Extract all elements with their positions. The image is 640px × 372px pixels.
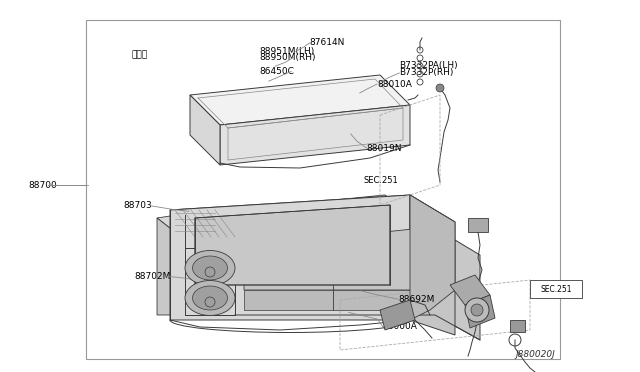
Polygon shape <box>157 218 202 315</box>
Polygon shape <box>157 213 235 253</box>
Text: SEC.251: SEC.251 <box>540 285 572 295</box>
Polygon shape <box>200 201 422 247</box>
Polygon shape <box>170 195 455 237</box>
Text: 88702M: 88702M <box>134 272 171 280</box>
Text: B7332PA(LH): B7332PA(LH) <box>399 61 458 70</box>
Text: 88692M: 88692M <box>398 295 435 304</box>
Circle shape <box>471 304 483 316</box>
Text: J880020J: J880020J <box>516 350 556 359</box>
Polygon shape <box>410 195 455 320</box>
Polygon shape <box>190 75 410 125</box>
Text: 88019N: 88019N <box>367 144 402 153</box>
Polygon shape <box>410 195 455 335</box>
Circle shape <box>436 84 444 92</box>
Bar <box>468 218 488 232</box>
Polygon shape <box>195 205 390 285</box>
Polygon shape <box>220 105 410 165</box>
Ellipse shape <box>193 286 227 310</box>
Circle shape <box>465 298 489 322</box>
Text: SEC.251: SEC.251 <box>364 176 398 185</box>
Polygon shape <box>380 300 415 330</box>
Text: 87614N: 87614N <box>310 38 345 47</box>
Polygon shape <box>435 228 480 340</box>
Ellipse shape <box>193 256 227 280</box>
Text: 88000A: 88000A <box>383 322 417 331</box>
Text: 88951M(LH): 88951M(LH) <box>259 47 314 56</box>
Polygon shape <box>170 195 410 320</box>
Text: B7332P(RH): B7332P(RH) <box>399 68 454 77</box>
Text: 非壳壳: 非壳壳 <box>131 51 147 60</box>
Polygon shape <box>244 290 422 310</box>
Polygon shape <box>235 228 435 315</box>
Text: 88010A: 88010A <box>377 80 412 89</box>
Bar <box>530 280 582 298</box>
Polygon shape <box>190 95 220 165</box>
Polygon shape <box>244 228 422 290</box>
Text: 88950M(RH): 88950M(RH) <box>259 53 316 62</box>
Polygon shape <box>465 295 495 328</box>
Text: 88700: 88700 <box>29 181 58 190</box>
Ellipse shape <box>185 250 235 285</box>
Bar <box>86 20 560 359</box>
Text: 86450C: 86450C <box>260 67 294 76</box>
Polygon shape <box>185 195 435 248</box>
Bar <box>510 320 525 332</box>
Text: 88703: 88703 <box>123 201 152 210</box>
Polygon shape <box>450 275 490 305</box>
Ellipse shape <box>185 280 235 315</box>
